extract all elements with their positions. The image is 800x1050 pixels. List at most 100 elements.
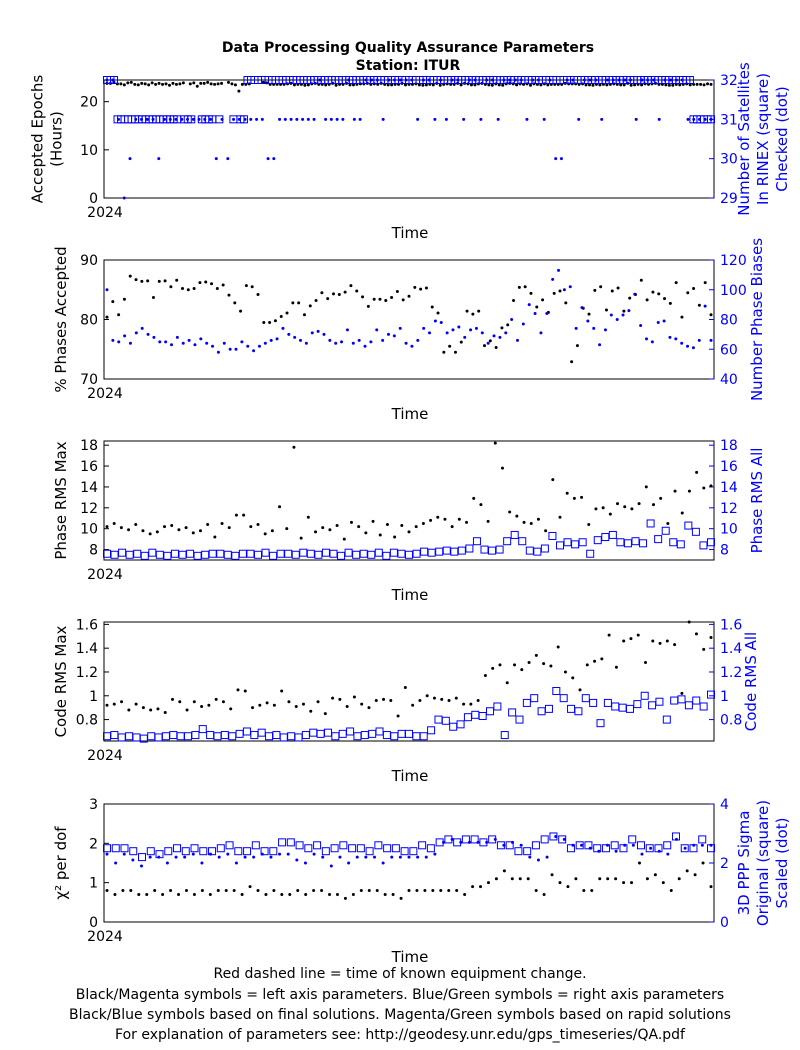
data-dot bbox=[200, 889, 204, 893]
data-dot bbox=[329, 117, 333, 121]
data-dot bbox=[371, 519, 375, 523]
data-dot bbox=[351, 341, 355, 345]
data-dot bbox=[140, 279, 144, 283]
data-dot bbox=[637, 502, 641, 506]
data-dot bbox=[427, 78, 431, 82]
data-square bbox=[301, 731, 310, 740]
data-dot bbox=[536, 78, 540, 82]
data-square bbox=[449, 722, 458, 731]
data-square bbox=[510, 530, 519, 539]
right-axis-label: Scaled (dot) bbox=[773, 818, 791, 909]
data-dot bbox=[134, 278, 138, 282]
data-dot bbox=[199, 337, 203, 341]
data-dot bbox=[358, 117, 362, 121]
data-dot bbox=[542, 117, 546, 121]
data-square bbox=[640, 691, 649, 700]
data-square bbox=[199, 847, 208, 856]
data-dot bbox=[260, 852, 264, 856]
data-square bbox=[456, 720, 465, 729]
data-dot bbox=[303, 861, 307, 865]
data-square bbox=[540, 544, 549, 553]
data-square bbox=[505, 841, 514, 850]
data-dot bbox=[442, 350, 446, 354]
left-tick-label: 1 bbox=[89, 689, 98, 705]
data-dot bbox=[126, 81, 130, 85]
data-square bbox=[279, 733, 288, 742]
series-3 bbox=[105, 78, 713, 200]
data-dot bbox=[352, 695, 356, 699]
data-dot bbox=[410, 344, 414, 348]
data-dot bbox=[621, 313, 625, 317]
data-dot bbox=[568, 285, 572, 289]
data-dot bbox=[191, 531, 195, 535]
data-dot bbox=[213, 82, 217, 86]
data-dot bbox=[252, 855, 256, 859]
data-dot bbox=[646, 78, 650, 82]
data-square bbox=[676, 540, 685, 549]
data-dot bbox=[302, 313, 306, 317]
data-dot bbox=[433, 319, 437, 323]
right-axis-label: Checked (dot) bbox=[773, 86, 791, 191]
data-square bbox=[291, 550, 300, 559]
data-dot bbox=[280, 892, 284, 896]
data-dot bbox=[146, 332, 150, 336]
data-dot bbox=[627, 309, 631, 313]
data-dot bbox=[209, 852, 213, 856]
data-square bbox=[390, 732, 399, 741]
data-dot bbox=[395, 290, 399, 294]
data-dot bbox=[680, 511, 684, 515]
data-dot bbox=[645, 877, 649, 881]
data-dot bbox=[491, 666, 495, 670]
data-dot bbox=[127, 708, 131, 712]
data-dot bbox=[203, 117, 207, 121]
data-dot bbox=[154, 82, 158, 86]
data-square bbox=[321, 548, 330, 557]
data-dot bbox=[208, 892, 212, 896]
data-dot bbox=[438, 83, 442, 87]
data-square bbox=[680, 844, 689, 853]
data-dot bbox=[485, 840, 489, 844]
data-square bbox=[608, 530, 617, 539]
data-dot bbox=[217, 855, 221, 859]
data-dot bbox=[686, 117, 690, 121]
data-dot bbox=[233, 83, 237, 87]
data-square bbox=[661, 526, 670, 535]
data-dot bbox=[709, 313, 713, 317]
data-dot bbox=[343, 896, 347, 900]
right-tick-label: 100 bbox=[720, 283, 747, 299]
data-dot bbox=[210, 282, 214, 286]
data-dot bbox=[375, 78, 379, 82]
right-tick-label: 80 bbox=[720, 313, 738, 329]
data-dot bbox=[616, 286, 620, 290]
data-dot bbox=[443, 517, 447, 521]
data-dot bbox=[571, 843, 575, 847]
data-square bbox=[186, 549, 195, 558]
data-dot bbox=[216, 889, 220, 893]
left-axis-label: % Phases Accepted bbox=[52, 246, 70, 392]
data-dot bbox=[403, 685, 407, 689]
data-dot bbox=[181, 287, 184, 291]
data-dot bbox=[240, 82, 244, 86]
data-dot bbox=[222, 341, 226, 345]
data-dot bbox=[312, 852, 316, 856]
data-square bbox=[427, 726, 436, 735]
data-square bbox=[103, 844, 111, 853]
data-square bbox=[132, 733, 141, 742]
data-dot bbox=[306, 83, 310, 87]
data-dot bbox=[286, 852, 290, 856]
data-dot bbox=[285, 527, 289, 531]
data-dot bbox=[372, 297, 376, 301]
data-square bbox=[138, 853, 147, 862]
data-dot bbox=[335, 117, 339, 121]
data-dot bbox=[407, 889, 411, 893]
data-dot bbox=[633, 83, 637, 87]
data-square bbox=[500, 731, 509, 740]
data-dot bbox=[570, 360, 574, 364]
data-dot bbox=[584, 83, 588, 87]
data-square bbox=[330, 844, 339, 853]
panel-3: 8 10 12 14 16 18 8 10 12 14 16 18 2024 Time Phase RMS … bbox=[52, 438, 766, 604]
data-dot bbox=[265, 701, 269, 705]
data-square bbox=[110, 731, 119, 740]
data-dot bbox=[666, 521, 670, 525]
data-dot bbox=[615, 318, 619, 321]
